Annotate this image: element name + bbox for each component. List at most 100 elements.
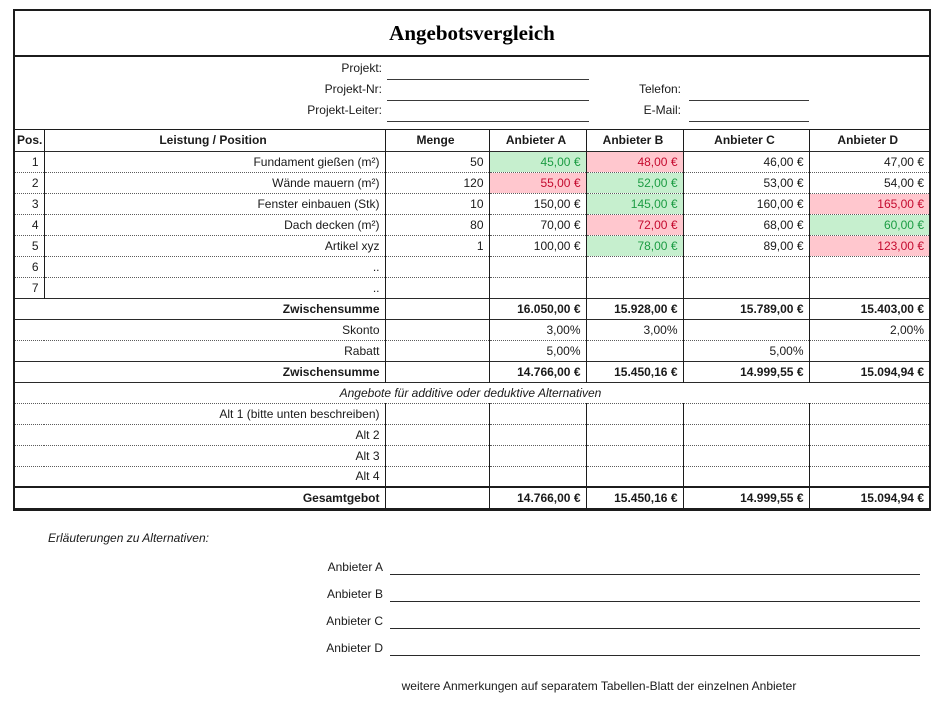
table-row-alt: Alt 4 (15, 465, 929, 487)
price-cell-anbieter-d[interactable] (808, 276, 929, 298)
anbieter-b-label: Anbieter B (326, 587, 383, 601)
price-cell-anbieter-d: 47,00 € (808, 150, 929, 172)
menge-cell: 80 (384, 213, 489, 235)
alt-value-anbieter-a[interactable] (488, 423, 586, 445)
table-row-position-3: 3 Fenster einbauen (Stk) 10 150,00 €145,00 … (15, 192, 929, 214)
menge-cell: 1 (384, 234, 489, 256)
summary-label: Zwischensumme (15, 360, 385, 382)
anbieter-c-comment-line[interactable] (390, 628, 920, 629)
anbieter-d-comment-line[interactable] (390, 655, 920, 656)
column-header-anbieter-b: Anbieter B (585, 130, 683, 151)
price-cell-anbieter-a[interactable] (488, 255, 586, 277)
alt-value-anbieter-d[interactable] (808, 402, 929, 424)
alt-value-anbieter-b[interactable] (585, 465, 683, 487)
leistung-cell: Artikel xyz (43, 234, 385, 256)
price-cell-anbieter-d: 54,00 € (808, 171, 929, 193)
price-cell-anbieter-b[interactable] (585, 255, 683, 277)
menge-cell[interactable] (384, 402, 489, 424)
menge-cell (384, 486, 489, 508)
menge-cell[interactable] (384, 255, 489, 277)
summary-value-anbieter-a: 14.766,00 € (488, 360, 586, 382)
alt-value-anbieter-c[interactable] (682, 444, 809, 466)
menge-cell[interactable] (384, 465, 489, 487)
table-row-position-7: 7.. (15, 276, 929, 298)
alt-value-anbieter-d[interactable] (808, 465, 929, 487)
summary-value-anbieter-d: 15.403,00 € (808, 297, 929, 319)
column-header-anbieter-d: Anbieter D (808, 130, 929, 151)
summary-value-anbieter-c: 14.999,55 € (682, 360, 809, 382)
telefon-input-line[interactable] (689, 100, 809, 101)
summary-value-anbieter-d: 2,00% (808, 318, 929, 340)
alt-value-anbieter-a[interactable] (488, 402, 586, 424)
leistung-cell: .. (43, 276, 385, 298)
anbieter-d-label: Anbieter D (326, 641, 383, 655)
footer-note: weitere Anmerkungen auf separatem Tabell… (401, 679, 797, 693)
anbieter-b-comment-line[interactable] (390, 601, 920, 602)
summary-label: Skonto (15, 318, 385, 340)
explanations-heading: Erläuterungen zu Alternativen: (48, 531, 209, 545)
alt-value-anbieter-d[interactable] (808, 444, 929, 466)
table-row-position-1: 1 Fundament gießen (m²) 50 45,00 €48,00 €46… (15, 150, 929, 172)
email-input-line[interactable] (689, 121, 809, 122)
price-cell-anbieter-c: 89,00 € (682, 234, 809, 256)
price-cell-anbieter-b: 72,00 € (585, 213, 683, 235)
summary-value-anbieter-c: 14.999,55 € (682, 486, 809, 508)
alternatives-heading: Angebote für additive oder deduktive Alt… (15, 381, 929, 403)
alt-value-anbieter-b[interactable] (585, 423, 683, 445)
menge-cell[interactable] (384, 444, 489, 466)
price-cell-anbieter-c: 46,00 € (682, 150, 809, 172)
projekt-nr-label: Projekt-Nr: (324, 82, 382, 96)
anbieter-a-comment-line[interactable] (390, 574, 920, 575)
summary-value-anbieter-d: 15.094,94 € (808, 486, 929, 508)
table-row-summary: Rabatt 5,00% 5,00% (15, 339, 929, 361)
price-cell-anbieter-a: 70,00 € (488, 213, 586, 235)
price-cell-anbieter-a: 100,00 € (488, 234, 586, 256)
projekt-nr-input-line[interactable] (387, 100, 589, 101)
table-row-summary: Gesamtgebot 14.766,00 €15.450,16 €14.999,… (15, 486, 929, 508)
projekt-label: Projekt: (341, 61, 382, 75)
price-cell-anbieter-c: 53,00 € (682, 171, 809, 193)
project-fields-section: Projekt: Projekt-Nr: Projekt-Leiter: Tel… (15, 57, 929, 130)
alt-value-anbieter-c[interactable] (682, 423, 809, 445)
price-cell-anbieter-c[interactable] (682, 276, 809, 298)
column-header-anbieter-c: Anbieter C (682, 130, 809, 151)
menge-cell[interactable] (384, 276, 489, 298)
table-row-header: Pos. Leistung / Position Menge Anbieter A An… (15, 130, 929, 151)
price-cell-anbieter-a[interactable] (488, 276, 586, 298)
leistung-cell: .. (43, 255, 385, 277)
alt-label: Alt 2 (15, 423, 385, 445)
alt-value-anbieter-b[interactable] (585, 444, 683, 466)
pos-cell: 6 (15, 255, 44, 277)
price-cell-anbieter-b: 78,00 € (585, 234, 683, 256)
summary-value-anbieter-b: 3,00% (585, 318, 683, 340)
comparison-table: Pos. Leistung / Position Menge Anbieter A An… (15, 130, 929, 508)
table-row-summary: Zwischensumme 14.766,00 €15.450,16 €14.99… (15, 360, 929, 382)
leistung-cell: Wände mauern (m²) (43, 171, 385, 193)
table-row-alt: Alt 3 (15, 444, 929, 466)
alt-value-anbieter-a[interactable] (488, 444, 586, 466)
leistung-cell: Fundament gießen (m²) (43, 150, 385, 172)
alt-value-anbieter-c[interactable] (682, 402, 809, 424)
pos-cell: 7 (15, 276, 44, 298)
table-row-position-5: 5 Artikel xyz 1 100,00 €78,00 €89,00 €123,0… (15, 234, 929, 256)
column-header-pos-: Pos. (17, 133, 43, 148)
price-cell-anbieter-d: 123,00 € (808, 234, 929, 256)
price-cell-anbieter-d[interactable] (808, 255, 929, 277)
menge-cell (384, 318, 489, 340)
price-cell-anbieter-c[interactable] (682, 255, 809, 277)
summary-value-anbieter-c: 15.789,00 € (682, 297, 809, 319)
price-cell-anbieter-b: 145,00 € (585, 192, 683, 214)
alt-value-anbieter-a[interactable] (488, 465, 586, 487)
telefon-label: Telefon: (638, 82, 681, 96)
projekt-leiter-input-line[interactable] (387, 121, 589, 122)
table-row-position-4: 4 Dach decken (m²) 80 70,00 €72,00 €68,00 €… (15, 213, 929, 235)
alt-value-anbieter-b[interactable] (585, 402, 683, 424)
menge-cell[interactable] (384, 423, 489, 445)
menge-cell: 50 (384, 150, 489, 172)
price-cell-anbieter-b[interactable] (585, 276, 683, 298)
menge-cell: 120 (384, 171, 489, 193)
alt-value-anbieter-d[interactable] (808, 423, 929, 445)
projekt-input-line[interactable] (387, 79, 589, 80)
alt-value-anbieter-c[interactable] (682, 465, 809, 487)
